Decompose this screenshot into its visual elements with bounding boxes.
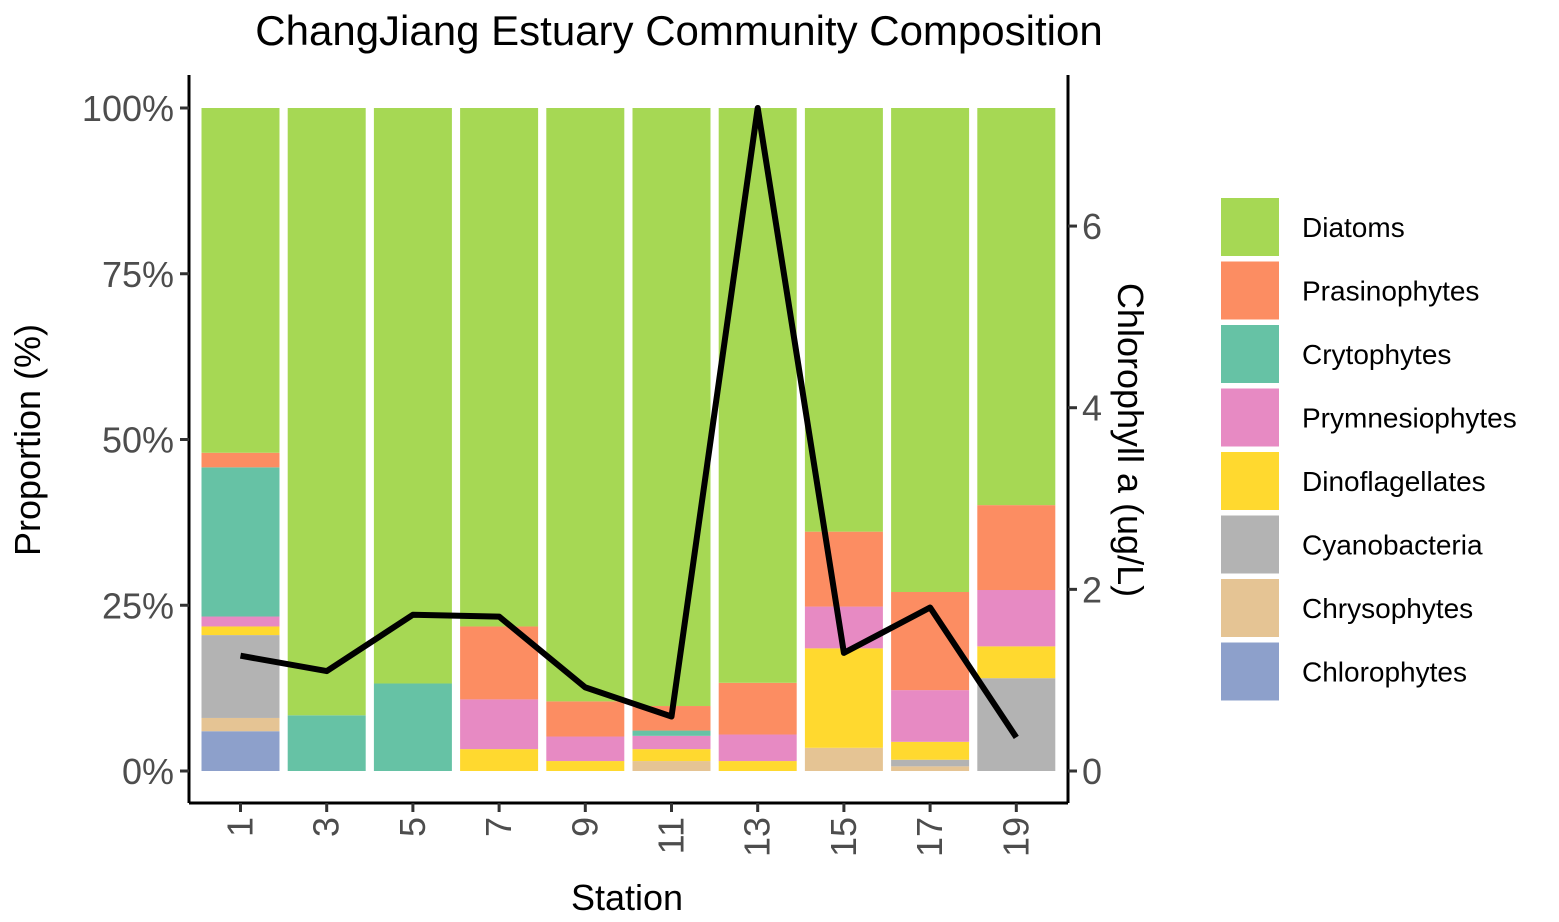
bar-segment-diatoms-station-13 [718,108,797,683]
legend-swatch-cyanobacteria [1221,515,1279,574]
bar-segment-prymnesiophytes-station-13 [718,734,797,762]
legend-label-chlorophytes: Chlorophytes [1302,657,1467,688]
y2-tick-label: 4 [1082,388,1102,429]
chlorophyll-line-group [239,105,1019,740]
x-tick-label: 9 [564,817,605,837]
bar-segment-dinoflagellates-station-17 [891,741,970,760]
x-tick-label: 13 [737,817,778,857]
bar-segment-diatoms-station-7 [460,108,539,627]
legend: Diatoms Prasinophytes Crytophytes Prymnesio… [1221,198,1517,701]
bar-segment-dinoflagellates-station-7 [460,749,539,771]
bars-group [201,108,1056,771]
bar-segment-diatoms-station-11 [632,108,711,707]
bar-segment-diatoms-station-15 [804,108,883,532]
legend-label-prasinophytes: Prasinophytes [1302,276,1479,307]
legend-swatch-chrysophytes [1221,579,1279,637]
bar-segment-prymnesiophytes-station-11 [632,735,711,750]
x-tick-label: 5 [392,817,433,837]
bar-segment-diatoms-station-9 [546,108,625,702]
legend-label-prymnesiophytes: Prymnesiophytes [1302,403,1517,434]
y-axis-title: Proportion (%) [7,324,48,556]
bar-segment-crytophytes-station-3 [287,715,366,771]
x-tick-label: 17 [909,817,950,857]
bar-segment-chrysophytes-station-1 [201,717,280,732]
legend-swatch-chlorophytes [1221,642,1279,701]
legend-label-chrysophytes: Chrysophytes [1302,593,1473,624]
bar-segment-cyanobacteria-station-17 [891,759,970,767]
y-tick-label: 50% [102,420,174,461]
x-axis-title: Station [571,877,683,918]
bar-segment-prasinophytes-station-1 [201,452,280,468]
x-tick-label: 1 [220,817,261,837]
bar-segment-dinoflagellates-station-9 [546,761,625,771]
legend-swatch-prymnesiophytes [1221,388,1279,447]
legend-label-diatoms: Diatoms [1302,212,1405,243]
bar-segment-prymnesiophytes-station-1 [201,616,280,627]
legend-swatch-diatoms [1221,198,1279,256]
bar-segment-diatoms-station-19 [977,108,1056,506]
bar-segment-prymnesiophytes-station-9 [546,736,625,762]
bar-segment-diatoms-station-3 [287,108,366,716]
y2-tick-label: 0 [1082,751,1102,792]
legend-label-dinoflagellates: Dinoflagellates [1302,466,1486,497]
chart-title: ChangJiang Estuary Community Composition [255,7,1102,54]
bar-segment-prasinophytes-station-19 [977,505,1056,591]
bar-segment-dinoflagellates-station-13 [718,761,797,771]
legend-label-cyanobacteria: Cyanobacteria [1302,530,1483,561]
bar-segment-prasinophytes-station-15 [804,531,883,607]
bar-segment-prymnesiophytes-station-7 [460,699,539,750]
y2-tick-label: 6 [1082,206,1102,247]
bar-segment-diatoms-station-1 [201,108,280,453]
y-tick-label: 25% [102,585,174,626]
legend-swatch-dinoflagellates [1221,452,1279,510]
x-tick-label: 7 [478,817,519,837]
bar-segment-diatoms-station-17 [891,108,970,592]
chlorophyll-line [239,105,1019,740]
bar-segment-chrysophytes-station-17 [891,766,970,771]
bar-segment-chrysophytes-station-11 [632,761,711,771]
bar-segment-diatoms-station-5 [373,108,452,684]
bar-segment-dinoflagellates-station-15 [804,648,883,748]
x-tick-label: 19 [995,817,1036,857]
bar-segment-dinoflagellates-station-19 [977,646,1056,679]
bar-segment-prasinophytes-station-13 [718,682,797,735]
bar-segment-crytophytes-station-11 [632,730,711,736]
legend-swatch-prasinophytes [1221,261,1279,320]
bar-segment-crytophytes-station-1 [201,467,280,617]
y-tick-label: 100% [82,88,174,129]
bar-segment-dinoflagellates-station-11 [632,749,711,762]
bar-segment-chrysophytes-station-15 [804,747,883,771]
y-tick-label: 0% [122,751,174,792]
y-tick-label: 75% [102,254,174,295]
x-tick-label: 3 [306,817,347,837]
bar-segment-prymnesiophytes-station-17 [891,690,970,742]
bar-segment-crytophytes-station-5 [373,683,452,771]
bar-segment-prymnesiophytes-station-19 [977,590,1056,647]
legend-label-crytophytes: Crytophytes [1302,339,1451,370]
x-tick-label: 15 [823,817,864,857]
bar-segment-dinoflagellates-station-1 [201,626,280,636]
legend-swatch-crytophytes [1221,325,1279,383]
bar-segment-chlorophytes-station-1 [201,731,280,771]
y2-tick-label: 2 [1082,569,1102,610]
bar-segment-prasinophytes-station-9 [546,701,625,737]
y2-axis-title: Chlorophyll a (ug/L) [1110,283,1151,597]
x-tick-label: 11 [651,817,692,854]
bar-segment-cyanobacteria-station-1 [201,635,280,718]
